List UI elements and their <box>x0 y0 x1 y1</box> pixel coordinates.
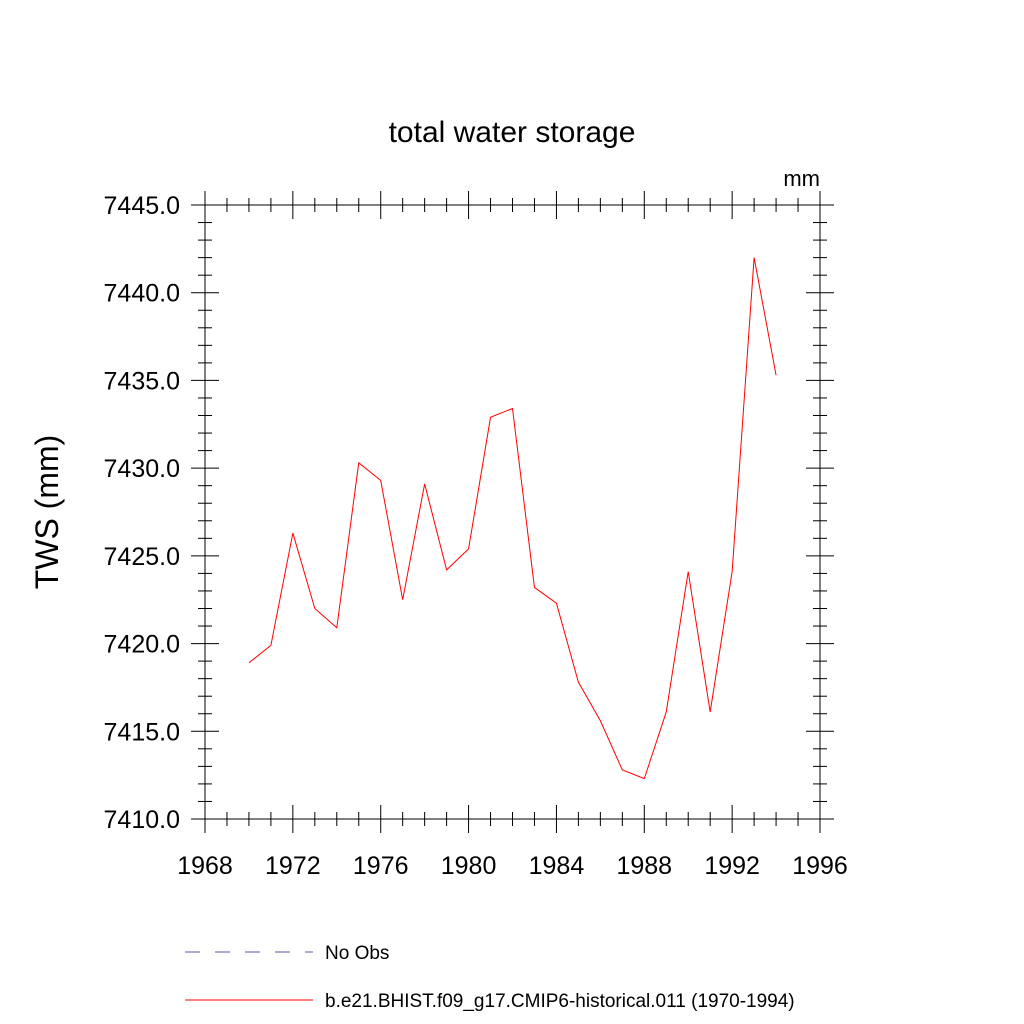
y-tick-label: 7430.0 <box>104 455 180 483</box>
x-tick-label: 1976 <box>353 852 409 880</box>
legend: No Obs b.e21.BHIST.f09_g17.CMIP6-historic… <box>185 943 795 1012</box>
plot-frame <box>204 204 821 820</box>
x-tick-label: 1968 <box>177 852 233 880</box>
legend-label: No Obs <box>325 943 389 964</box>
x-axis: 1968 1972 1976 1980 1984 1988 1992 1996 <box>177 191 848 880</box>
series-layer <box>248 257 777 780</box>
minor-ticks <box>198 198 827 826</box>
legend-label: b.e21.BHIST.f09_g17.CMIP6-historical.011… <box>325 991 795 1012</box>
x-tick-label: 1980 <box>441 852 497 880</box>
y-tick-label: 7425.0 <box>104 543 180 571</box>
chart-title: total water storage <box>389 116 636 149</box>
y-axis: 7410.0 7415.0 7420.0 7425.0 7430.0 7435.0 7440… <box>104 192 834 834</box>
series-line <box>248 257 777 780</box>
x-tick-label: 1984 <box>529 852 585 880</box>
y-axis-label: TWS (mm) <box>29 435 65 590</box>
y-tick-label: 7410.0 <box>104 806 180 834</box>
units-label: mm <box>783 166 820 191</box>
y-tick-label: 7415.0 <box>104 718 180 746</box>
y-tick-label: 7440.0 <box>104 280 180 308</box>
x-tick-label: 1988 <box>616 852 672 880</box>
y-tick-label: 7445.0 <box>104 192 180 220</box>
y-tick-label: 7435.0 <box>104 367 180 395</box>
x-tick-label: 1992 <box>704 852 760 880</box>
y-tick-label: 7420.0 <box>104 631 180 659</box>
x-tick-label: 1972 <box>265 852 321 880</box>
x-tick-label: 1996 <box>792 852 848 880</box>
